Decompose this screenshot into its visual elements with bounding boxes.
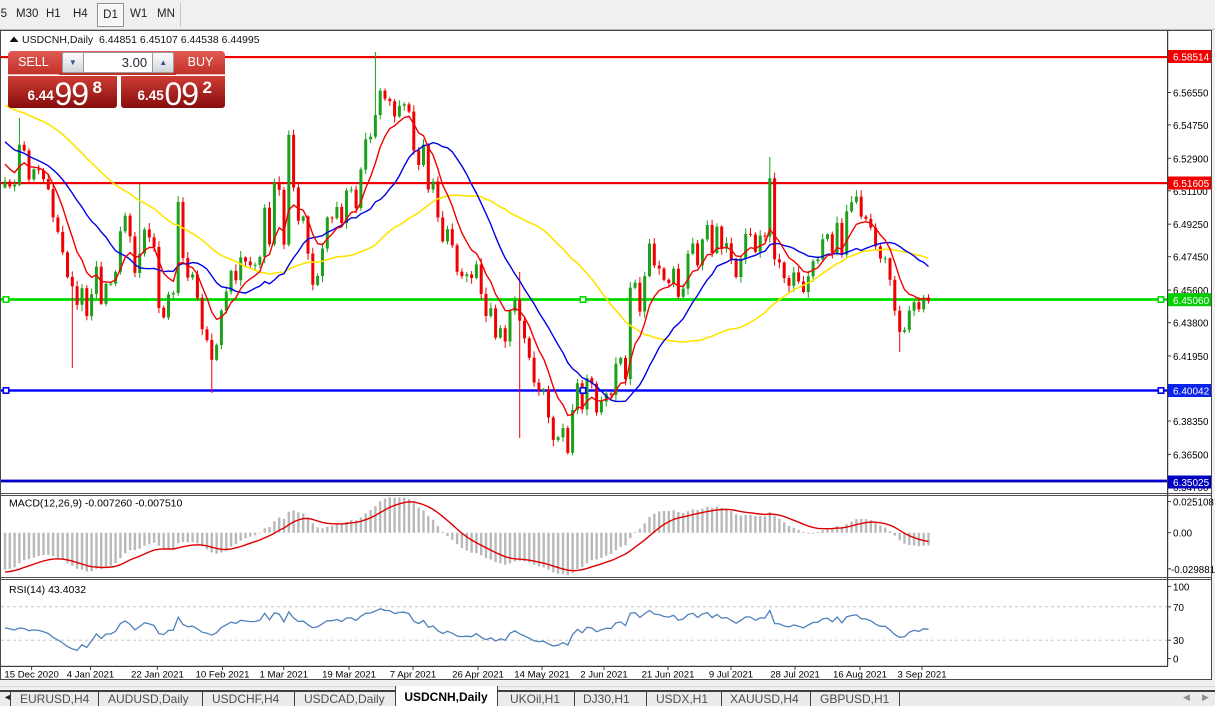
svg-text:7 Apr 2021: 7 Apr 2021 [390, 670, 436, 681]
svg-text:-0.029881: -0.029881 [1171, 565, 1215, 576]
svg-text:6.54750: 6.54750 [1173, 121, 1209, 132]
svg-text:16 Aug 2021: 16 Aug 2021 [833, 670, 887, 681]
svg-text:6.35025: 6.35025 [1173, 478, 1210, 489]
svg-text:6.36500: 6.36500 [1173, 450, 1209, 461]
svg-text:MACD(12,26,9) -0.007260 -0.007: MACD(12,26,9) -0.007260 -0.007510 [9, 498, 183, 510]
svg-text:70: 70 [1173, 603, 1184, 614]
svg-text:28 Jul 2021: 28 Jul 2021 [770, 670, 820, 681]
svg-text:26 Apr 2021: 26 Apr 2021 [452, 670, 504, 681]
svg-text:6.40042: 6.40042 [1173, 387, 1210, 398]
svg-text:6.58514: 6.58514 [1173, 53, 1210, 64]
svg-text:6.45060: 6.45060 [1173, 296, 1210, 307]
svg-text:0.00: 0.00 [1173, 529, 1193, 540]
svg-text:6.41950: 6.41950 [1173, 352, 1209, 363]
svg-text:RSI(14) 43.4032: RSI(14) 43.4032 [9, 584, 86, 596]
svg-text:6.52900: 6.52900 [1173, 154, 1209, 165]
svg-text:6.47450: 6.47450 [1173, 253, 1209, 264]
svg-text:6.43800: 6.43800 [1173, 319, 1209, 330]
svg-text:USDCNH,Daily 6.44851 6.45107: USDCNH,Daily 6.44851 6.45107 6.44538 6.4… [22, 34, 260, 46]
svg-text:6.45600: 6.45600 [1173, 286, 1209, 297]
svg-text:6.38350: 6.38350 [1173, 417, 1209, 428]
svg-text:10 Feb 2021: 10 Feb 2021 [196, 670, 250, 681]
svg-text:22 Jan 2021: 22 Jan 2021 [131, 670, 184, 681]
svg-text:0.025108: 0.025108 [1173, 498, 1214, 509]
svg-text:19 Mar 2021: 19 Mar 2021 [322, 670, 376, 681]
svg-text:6.51605: 6.51605 [1173, 179, 1210, 190]
svg-text:30: 30 [1173, 636, 1184, 647]
svg-text:15 Dec 2020: 15 Dec 2020 [4, 670, 58, 681]
svg-text:3 Sep 2021: 3 Sep 2021 [897, 670, 946, 681]
svg-text:1 Mar 2021: 1 Mar 2021 [260, 670, 309, 681]
svg-text:21 Jun 2021: 21 Jun 2021 [642, 670, 695, 681]
svg-text:6.49250: 6.49250 [1173, 220, 1209, 231]
svg-text:6.51100: 6.51100 [1173, 187, 1208, 198]
svg-text:4 Jan 2021: 4 Jan 2021 [67, 670, 114, 681]
svg-text:2 Jun 2021: 2 Jun 2021 [580, 670, 627, 681]
svg-text:100: 100 [1173, 582, 1190, 593]
svg-text:9 Jul 2021: 9 Jul 2021 [709, 670, 753, 681]
svg-text:14 May 2021: 14 May 2021 [514, 670, 569, 681]
svg-text:6.56550: 6.56550 [1173, 89, 1209, 100]
svg-text:0: 0 [1173, 655, 1179, 666]
